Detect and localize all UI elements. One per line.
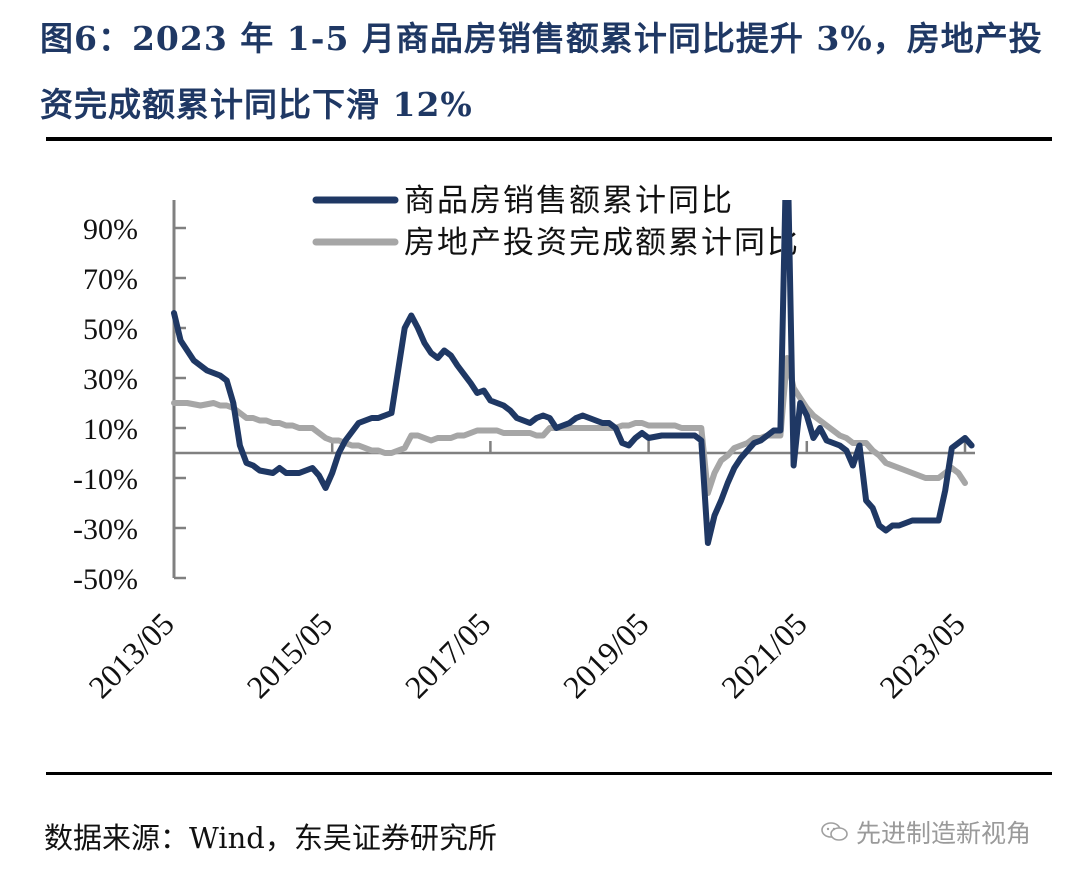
y-tick-label: 70% <box>83 263 138 296</box>
tick-labels: -50% -30% -10% 10% 30% 50% 70% 90% 2013/05 2015/0… <box>73 213 972 705</box>
series-line-investment <box>171 355 968 496</box>
x-tick-label: 2017/05 <box>398 605 498 705</box>
x-tick-label: 2023/05 <box>872 605 972 705</box>
y-tick-label: 10% <box>83 413 138 446</box>
x-tick-label: 2013/05 <box>81 605 181 705</box>
x-tick-label: 2021/05 <box>714 605 814 705</box>
y-tick-label: 50% <box>83 313 138 346</box>
figure-title: 图6：2023 年 1-5 月商品房销售额累计同比提升 3%，房地产投资完成额累… <box>40 19 1043 124</box>
y-tick-label: -10% <box>73 463 138 496</box>
series-lines <box>171 200 975 546</box>
legend-label-sales: 商品房销售额累计同比 <box>404 183 734 219</box>
watermark-text: 先进制造新视角 <box>856 819 1032 848</box>
wechat-icon <box>821 822 848 841</box>
source-note: 数据来源：Wind，东吴证券研究所 <box>44 821 497 855</box>
x-tick-label: 2019/05 <box>556 605 656 705</box>
y-tick-label: 90% <box>83 213 138 246</box>
y-tick-label: -50% <box>73 563 138 596</box>
y-tick-label: 30% <box>83 363 138 396</box>
y-tick-label: -30% <box>73 513 138 546</box>
watermark: 先进制造新视角 <box>820 814 1031 850</box>
series-line-sales <box>171 200 975 546</box>
x-tick-label: 2015/05 <box>240 605 340 705</box>
bottom-divider <box>46 772 1052 775</box>
top-divider <box>46 137 1052 141</box>
legend-label-investment: 房地产投资完成额累计同比 <box>404 225 800 261</box>
axes <box>172 200 975 580</box>
